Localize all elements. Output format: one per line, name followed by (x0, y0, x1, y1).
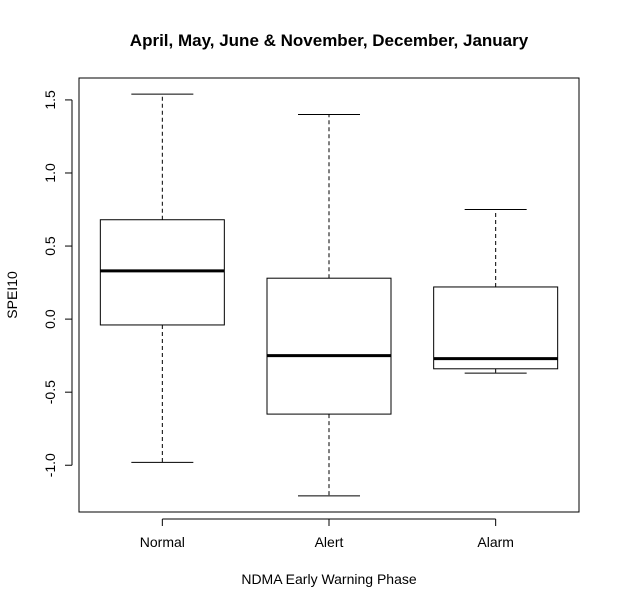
y-axis: -1.0 -0.5 0.0 0.5 1.0 1.5 (42, 90, 73, 477)
box-iqr (266, 277, 392, 415)
y-tick-label: -0.5 (42, 380, 58, 404)
y-tick-label: 0.5 (42, 236, 58, 256)
y-tick-label: 0.0 (42, 309, 58, 329)
box-alert (266, 114, 392, 497)
y-tick-label: 1.5 (42, 90, 58, 110)
y-axis-label: SPEI10 (4, 271, 20, 319)
plot-frame (78, 77, 580, 513)
x-tick-label: Alarm (477, 534, 514, 550)
y-tick-label: 1.0 (42, 163, 58, 183)
box-alarm (433, 209, 559, 374)
x-axis: Normal Alert Alarm (140, 518, 514, 550)
box-iqr (433, 286, 559, 370)
box-normal (99, 93, 225, 463)
chart-title: April, May, June & November, December, J… (130, 31, 529, 50)
x-tick-label: Alert (315, 534, 344, 550)
box-series (99, 93, 559, 497)
x-axis-label: NDMA Early Warning Phase (241, 571, 417, 587)
x-tick-label: Normal (140, 534, 185, 550)
y-tick-label: -1.0 (42, 453, 58, 477)
